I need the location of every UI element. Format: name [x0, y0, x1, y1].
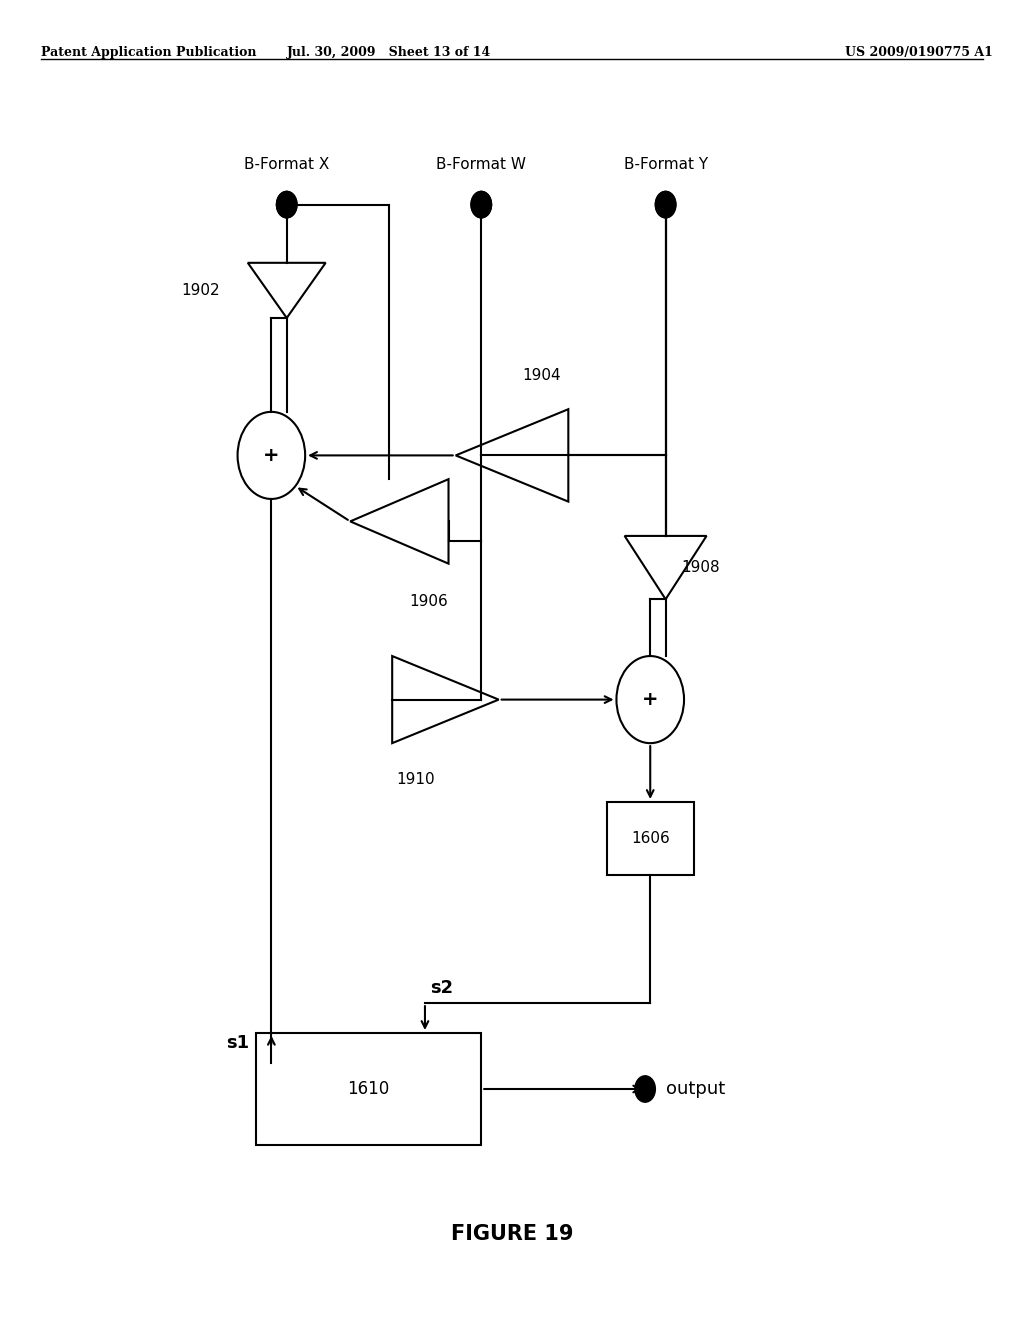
Text: s1: s1: [225, 1034, 249, 1052]
Text: B-Format W: B-Format W: [436, 157, 526, 172]
Circle shape: [471, 191, 492, 218]
Text: FIGURE 19: FIGURE 19: [451, 1224, 573, 1245]
Circle shape: [635, 1076, 655, 1102]
Circle shape: [655, 191, 676, 218]
Text: s2: s2: [430, 978, 454, 997]
Text: Jul. 30, 2009   Sheet 13 of 14: Jul. 30, 2009 Sheet 13 of 14: [287, 46, 492, 59]
Circle shape: [276, 191, 297, 218]
Circle shape: [655, 191, 676, 218]
Circle shape: [276, 191, 297, 218]
Text: 1610: 1610: [347, 1080, 390, 1098]
Text: 1606: 1606: [631, 830, 670, 846]
Text: 1904: 1904: [522, 368, 561, 383]
Text: 1910: 1910: [396, 772, 435, 787]
Text: B-Format X: B-Format X: [244, 157, 330, 172]
Text: 1908: 1908: [681, 560, 720, 576]
Text: 1902: 1902: [181, 282, 220, 298]
Text: 1906: 1906: [410, 594, 449, 609]
Text: +: +: [263, 446, 280, 465]
Text: Patent Application Publication: Patent Application Publication: [41, 46, 256, 59]
Circle shape: [471, 191, 492, 218]
Text: B-Format Y: B-Format Y: [624, 157, 708, 172]
Text: US 2009/0190775 A1: US 2009/0190775 A1: [846, 46, 993, 59]
Text: output: output: [666, 1080, 725, 1098]
Text: +: +: [642, 690, 658, 709]
